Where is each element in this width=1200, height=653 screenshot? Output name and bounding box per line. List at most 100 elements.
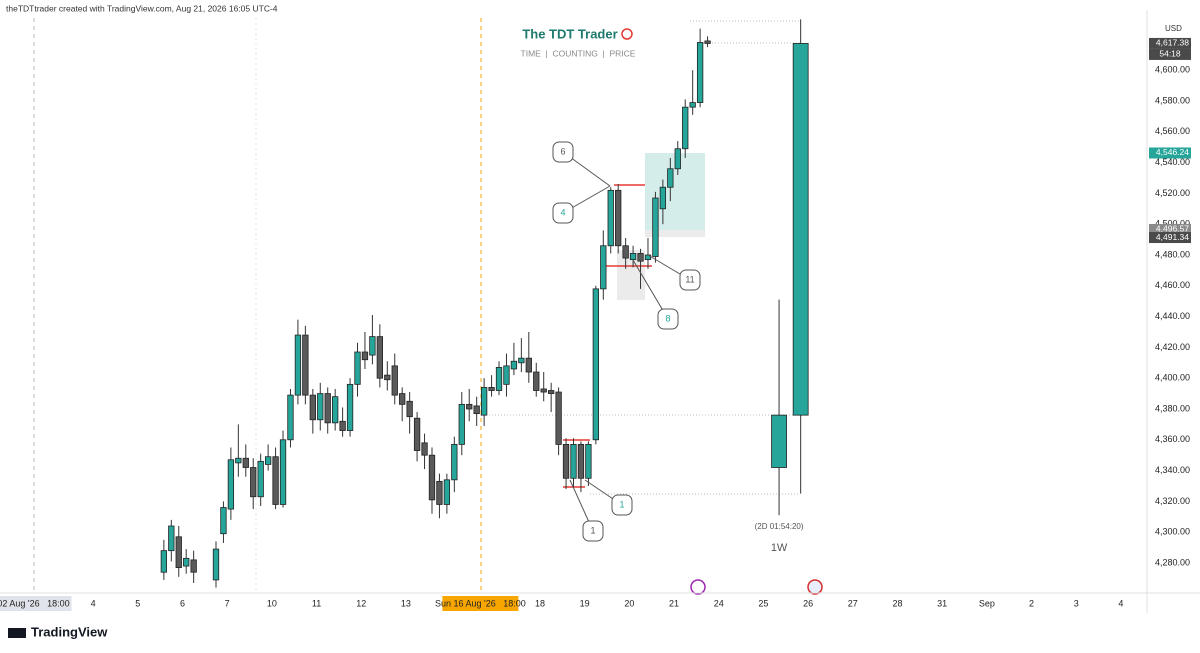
plot: [160, 19, 809, 588]
y-tick-label: 4,440.00: [1155, 311, 1190, 321]
x-tick-label: 20: [624, 598, 634, 608]
candle-body: [413, 417, 421, 451]
y-tick-label: 4,580.00: [1155, 95, 1190, 105]
x-tick-label: 7: [225, 598, 230, 608]
annotation-label: 4: [560, 207, 565, 217]
candle-body: [451, 444, 458, 481]
x-tick-highlight: [0, 596, 72, 611]
x-tick-label: 2: [1029, 598, 1034, 608]
candle-body: [458, 403, 465, 445]
candle-body: [473, 405, 480, 415]
price-label-bg: [1149, 223, 1191, 235]
price-label: 4,496.57: [1156, 224, 1189, 234]
x-tick-label: Sep: [979, 598, 995, 608]
candle-body: [592, 288, 599, 441]
x-tick-label: 11: [312, 598, 321, 608]
y-tick-label: 4,320.00: [1155, 496, 1190, 506]
y-tick-label: 4,420.00: [1155, 342, 1190, 352]
x-tick-label: Sun 16 Aug '26 18:00: [435, 598, 526, 608]
logo: TradingView: [8, 624, 108, 639]
candle-body: [190, 559, 197, 573]
candle-body: [376, 336, 384, 379]
candle-body: [294, 334, 302, 396]
candle-body: [510, 360, 518, 370]
candle-body: [503, 365, 510, 385]
x-tick-label: 26: [803, 598, 813, 608]
candle-body: [518, 357, 525, 364]
y-tick-label: 4,400.00: [1155, 373, 1190, 383]
candle-body: [577, 444, 585, 479]
candle-body: [212, 548, 220, 581]
candle-body: [600, 245, 607, 290]
candle-body: [250, 467, 257, 498]
y-tick-label: 4,300.00: [1155, 527, 1190, 537]
y-tick-label: 4,500.00: [1155, 219, 1190, 229]
y-tick-label: 4,280.00: [1155, 557, 1190, 567]
weekly-countdown: (2D 01:54:20): [755, 522, 804, 531]
candle-body: [682, 106, 689, 150]
candle-body: [495, 367, 503, 391]
y-tick-label: 4,380.00: [1155, 403, 1190, 413]
candle-body: [384, 374, 391, 381]
candle-body: [324, 393, 331, 424]
x-tick-label: 12: [356, 598, 366, 608]
x-tick-label: 5: [135, 598, 140, 608]
candle-body: [421, 442, 428, 456]
price-label: 4,617.38: [1156, 38, 1189, 48]
drawings: [33, 18, 823, 595]
candle-body: [346, 383, 354, 431]
logo-mark: [8, 628, 26, 638]
price-label-bg: [1149, 232, 1191, 244]
price-label: 4,546.24: [1156, 147, 1189, 157]
candle-body: [771, 414, 787, 468]
annotation-label: 8: [665, 313, 670, 323]
candle-body: [287, 394, 294, 441]
subtitle: TIME | COUNTING | PRICE: [521, 48, 636, 58]
annotation-bubble: [582, 520, 604, 542]
x-tick-label: 31: [937, 598, 947, 608]
annotation-bubble: [611, 494, 633, 516]
candle-body: [242, 457, 249, 468]
candle-body: [175, 536, 182, 568]
candle-body: [183, 557, 190, 567]
candle-body: [168, 525, 175, 552]
candle-body: [272, 456, 279, 505]
credit: theTDTtrader created with TradingView.co…: [6, 3, 278, 13]
candle-body: [257, 460, 264, 498]
candle-body: [220, 507, 227, 535]
weekly-label: 1W: [771, 542, 788, 554]
x-tick-label: 4: [91, 598, 96, 608]
candle-body: [615, 189, 622, 247]
candle-body: [235, 457, 242, 464]
x-tick-label: 27: [848, 598, 858, 608]
candle-body: [436, 480, 443, 505]
y-tick-label: 4,520.00: [1155, 188, 1190, 198]
x-tick-label: 6: [180, 598, 185, 608]
candle-body: [480, 387, 488, 416]
y-tick-label: 4,540.00: [1155, 157, 1190, 167]
candle-body: [637, 253, 644, 262]
event-icon[interactable]: [690, 579, 706, 595]
candle-body: [585, 444, 592, 479]
candle-body: [332, 396, 339, 424]
candle-body: [792, 43, 809, 416]
event-icon[interactable]: [807, 579, 823, 595]
annotation-label: 1: [590, 525, 595, 535]
annotation-bubble: [657, 308, 679, 330]
annotation-bubble: [552, 141, 574, 163]
y-tick-label: 4,340.00: [1155, 465, 1190, 475]
candle-body: [659, 186, 667, 210]
candle-body: [488, 387, 495, 391]
candle-body: [570, 444, 577, 479]
x-tick-label: 10: [267, 598, 277, 608]
candle-body: [309, 394, 316, 421]
logo-text: TradingView: [31, 624, 108, 639]
price-label: 4,491.34: [1156, 232, 1189, 242]
candle-body: [369, 336, 376, 356]
x-tick-label: 21: [669, 598, 679, 608]
candle-body: [279, 439, 287, 505]
title: The TDT Trader: [522, 26, 617, 41]
candle-body: [525, 357, 532, 373]
